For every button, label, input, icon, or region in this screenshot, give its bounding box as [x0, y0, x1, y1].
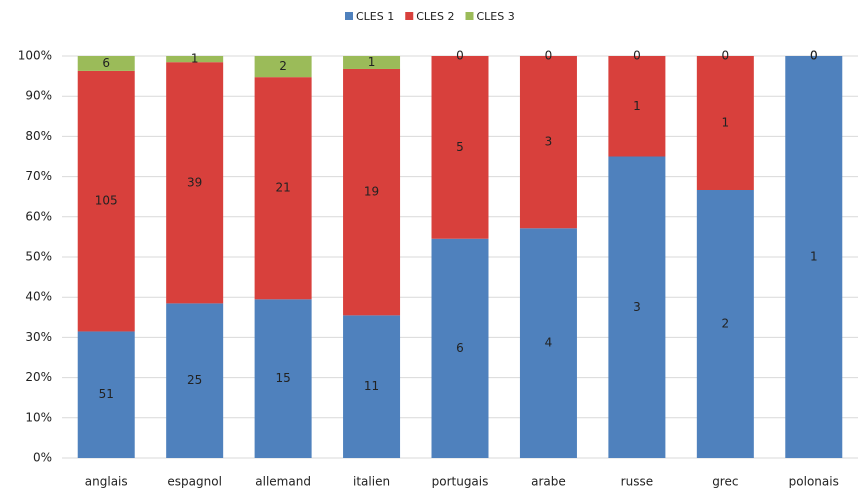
- bar-segment: [785, 56, 843, 458]
- data-label: 25: [187, 373, 202, 387]
- data-label: 105: [95, 194, 118, 208]
- data-label: 1: [368, 55, 376, 69]
- data-label: 2: [279, 59, 287, 73]
- y-tick-label: 0%: [33, 451, 52, 465]
- data-label: 6: [102, 56, 110, 70]
- x-tick-label: allemand: [255, 475, 311, 489]
- y-tick-label: 40%: [25, 290, 52, 304]
- legend-label: CLES 2: [416, 10, 454, 23]
- data-label: 21: [275, 181, 290, 195]
- bar-segment: [254, 77, 312, 300]
- data-label: 0: [545, 49, 553, 63]
- data-label: 5: [456, 140, 464, 154]
- data-label: 4: [545, 336, 553, 350]
- x-tick-label: espagnol: [167, 475, 222, 489]
- data-label: 2: [722, 317, 730, 331]
- bar-segment: [696, 56, 754, 190]
- bar-segment: [608, 156, 666, 458]
- bar-segment: [166, 303, 224, 458]
- y-tick-label: 30%: [25, 330, 52, 344]
- data-label: 39: [187, 175, 202, 189]
- bar-segment: [519, 56, 577, 229]
- data-label: 0: [722, 49, 730, 63]
- bar-segment: [608, 56, 666, 157]
- data-label: 0: [810, 49, 818, 63]
- data-label: 1: [722, 116, 730, 130]
- x-tick-label: portugais: [432, 475, 489, 489]
- bar-segment: [343, 68, 401, 316]
- data-label: 0: [456, 49, 464, 63]
- y-tick-label: 20%: [25, 370, 52, 384]
- data-label: 1: [810, 250, 818, 264]
- bar-segment: [254, 299, 312, 458]
- x-tick-label: russe: [621, 475, 653, 489]
- legend-swatch: [345, 12, 353, 20]
- data-label: 1: [191, 52, 199, 66]
- data-label: 6: [456, 341, 464, 355]
- data-label: 11: [364, 379, 379, 393]
- bar-segment: [431, 56, 489, 239]
- x-tick-label: italien: [353, 475, 390, 489]
- bar-segment: [77, 70, 135, 332]
- data-label: 3: [545, 135, 553, 149]
- y-tick-label: 90%: [25, 89, 52, 103]
- x-tick-label: arabe: [531, 475, 566, 489]
- bar-segment: [166, 62, 224, 304]
- data-label: 19: [364, 185, 379, 199]
- data-label: 0: [810, 49, 818, 63]
- x-tick-label: grec: [712, 475, 738, 489]
- bar-segment: [431, 238, 489, 458]
- y-tick-label: 70%: [25, 169, 52, 183]
- legend-swatch: [465, 12, 474, 20]
- bar-segment: [254, 56, 312, 78]
- data-label: 15: [275, 371, 290, 385]
- y-tick-label: 80%: [25, 129, 52, 143]
- legend-swatch: [405, 12, 414, 20]
- bar-segment: [343, 56, 401, 69]
- bar-segment: [166, 56, 224, 63]
- bar-segment: [77, 56, 135, 71]
- data-label: 1: [633, 99, 641, 113]
- data-label: 0: [633, 49, 641, 63]
- x-tick-label: anglais: [85, 475, 128, 489]
- y-tick-label: 60%: [25, 209, 52, 223]
- legend-label: CLES 3: [477, 10, 515, 23]
- bar-segment: [696, 190, 754, 458]
- bar-segment: [519, 228, 577, 458]
- bar-segment: [343, 315, 401, 458]
- x-tick-label: polonais: [789, 475, 839, 489]
- legend-label: CLES 1: [356, 10, 394, 23]
- data-label: 3: [633, 300, 641, 314]
- y-tick-label: 50%: [25, 250, 52, 264]
- bar-segment: [77, 331, 135, 458]
- y-tick-label: 10%: [25, 410, 52, 424]
- y-tick-label: 100%: [18, 49, 52, 63]
- data-label: 51: [99, 387, 114, 401]
